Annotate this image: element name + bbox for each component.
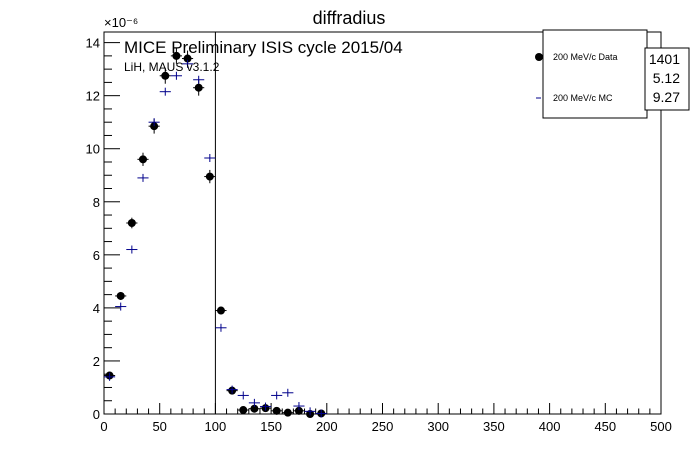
stats-value: 1401 [649,51,680,67]
mc-point [282,388,294,397]
x-tick-label: 350 [483,419,505,434]
mc-point [237,391,249,400]
mc-point [304,407,316,416]
data-point [170,47,182,64]
data-point [137,152,149,166]
y-tick-label: 6 [93,248,100,263]
x-tick-label: 200 [316,419,338,434]
data-point [271,406,283,415]
data-marker [239,406,248,415]
data-marker [116,291,125,300]
legend-data-marker [535,53,543,61]
y-axis-exponent: ×10⁻⁶ [104,15,138,30]
x-tick-label: 0 [100,419,107,434]
x-tick-label: 300 [427,419,449,434]
legend-data-label: 200 MeV/c Data [553,52,618,62]
data-marker [272,406,281,415]
legend: 200 MeV/c Data 200 MeV/c MC [535,29,648,119]
data-marker [138,155,147,164]
legend-box [542,29,648,119]
stats-value: 5.12 [653,70,680,86]
y-tick-label: 2 [93,354,100,369]
mc-point [126,245,138,254]
data-point [115,291,127,300]
mc-point [170,71,182,80]
y-tick-label: 8 [93,195,100,210]
data-point [204,169,216,184]
data-marker [216,306,225,315]
mc-point [271,391,283,400]
mc-point [104,372,116,381]
mc-point [181,59,194,68]
data-marker [127,219,136,227]
stats-box: 1401 5.12 9.27 [644,47,690,111]
data-point [215,306,227,315]
data-marker [294,406,303,415]
annotation-main: MICE Preliminary ISIS cycle 2015/04 [124,38,403,57]
data-point [126,217,138,229]
annotation-sub: LiH, MAUS v3.1.2 [124,60,220,74]
x-tick-label: 250 [372,419,394,434]
x-tick-label: 50 [152,419,166,434]
data-point [282,408,294,417]
mc-point [137,173,149,182]
plot-area: 0 50 100 150 200 250 300 350 400 450 500 0 2 4 6 8 10 12 1… [86,31,672,434]
stats-value: 9.27 [653,89,680,105]
mc-point [226,385,238,394]
y-tick-label: 14 [86,36,100,51]
y-tick-label: 0 [93,407,100,422]
data-point [293,406,305,415]
mc-point [293,402,305,411]
data-point [237,406,249,415]
y-tick-label: 4 [93,301,100,316]
x-tick-label: 100 [205,419,227,434]
chart-title: diffradius [313,8,386,28]
x-tick-label: 150 [260,419,282,434]
x-tick-label: 450 [594,419,616,434]
y-tick-label: 10 [86,142,100,157]
mc-point [193,75,205,84]
data-marker [172,51,181,60]
x-tick-label: 400 [539,419,561,434]
data-marker [205,172,214,181]
mc-point [215,323,227,332]
data-point [159,67,171,84]
mc-point [204,154,216,163]
data-marker [161,71,170,80]
stats-frame [644,47,690,111]
legend-mc-label: 200 MeV/c MC [553,93,613,103]
mc-point [115,302,127,311]
data-marker [183,54,192,63]
mc-point [259,402,272,411]
mc-point [315,409,327,418]
x-tick-label: 500 [650,419,672,434]
data-marker [194,83,203,92]
mc-point [248,398,260,407]
mc-point [148,118,160,127]
data-marker [250,404,259,413]
data-point [248,404,260,413]
data-marker [283,408,292,417]
mc-point [159,87,171,96]
y-tick-label: 12 [86,89,100,104]
